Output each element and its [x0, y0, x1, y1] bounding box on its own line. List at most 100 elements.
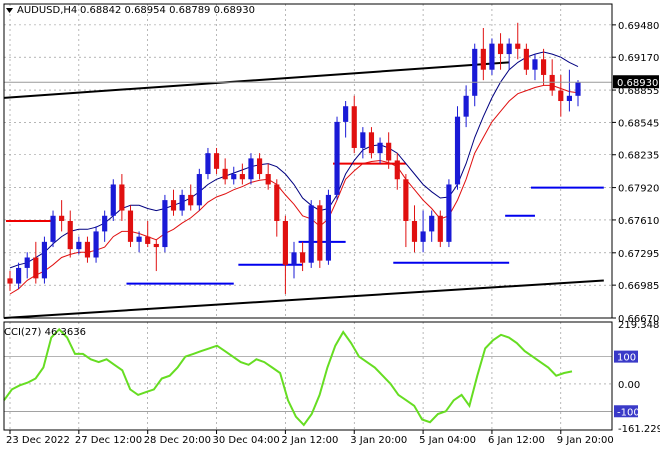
time-tick-label: 6 Jan 12:00	[488, 435, 545, 446]
candle-bull	[446, 184, 452, 242]
candle-bear	[222, 168, 228, 180]
candle-bull	[472, 48, 478, 96]
candle-bear	[282, 220, 288, 265]
candle-bear	[119, 184, 125, 211]
candle-bull	[41, 241, 48, 279]
candle-bull	[162, 200, 168, 248]
cci-axis: 219.3489 100 0.00 -100 -161.2295	[614, 320, 660, 435]
cci-tick-label: 100	[617, 353, 636, 364]
candle-bull	[532, 59, 538, 70]
candle-bear	[549, 74, 555, 91]
time-axis: 23 Dec 2022 27 Dec 12:00 28 Dec 20:00 30 De…	[6, 430, 614, 446]
cci-tick-label: -161.2295	[618, 424, 660, 435]
candle-bear	[84, 241, 91, 258]
candle-bull	[489, 43, 495, 70]
cci-series-line	[3, 327, 573, 427]
time-tick-label: 28 Dec 20:00	[144, 435, 211, 446]
candle-bull	[196, 174, 202, 206]
price-tick-label: 0.68545	[618, 118, 659, 129]
cci-tick-label: 0.00	[618, 380, 640, 391]
trend-line	[3, 279, 604, 319]
trend-lines	[3, 61, 604, 319]
candle-bull	[248, 158, 254, 180]
cci-tick-label: -100	[617, 407, 640, 418]
candle-bull	[566, 95, 572, 102]
candle-bull	[110, 184, 116, 216]
candle-bear	[558, 90, 564, 102]
candle-bear	[368, 132, 375, 154]
candle-bear	[274, 184, 280, 221]
panel-frames	[3, 3, 613, 431]
time-tick-label: 2 Jan 12:00	[281, 435, 338, 446]
cci-tick-label: 219.3489	[618, 320, 660, 331]
price-tick-label: 0.68235	[618, 151, 659, 162]
candle-bear	[437, 215, 443, 242]
price-tick-label: 0.67920	[618, 184, 659, 195]
cci-level-tag	[614, 405, 638, 418]
candle-bear	[317, 205, 323, 261]
candle-bull	[429, 215, 435, 232]
candle-bull	[360, 132, 366, 148]
candle-bear	[188, 194, 194, 206]
price-tick-label: 0.69480	[618, 21, 659, 32]
candle-bear	[59, 215, 65, 221]
price-tick-label: 0.69170	[618, 53, 659, 64]
candle-bull	[291, 252, 297, 265]
candle-bull	[102, 215, 108, 232]
trend-line	[3, 61, 510, 99]
candle-bear	[67, 220, 73, 250]
candle-bear	[351, 106, 357, 148]
ohlc-readout: 0.68842 0.68954 0.68789 0.68930	[80, 5, 255, 16]
candle-bull	[334, 121, 340, 195]
price-tick-label: 0.68855	[618, 86, 659, 97]
candle-bull	[76, 241, 82, 250]
price-tick-label: 0.66670	[618, 314, 659, 325]
candle-bear	[265, 174, 271, 185]
candle-bear	[386, 142, 392, 161]
price-panel-frame	[3, 3, 613, 319]
candle-bull	[93, 231, 99, 258]
cci-label: CCI(27) 46.3636	[4, 327, 86, 338]
candle-bear	[33, 257, 39, 279]
triangle-down-icon[interactable]	[6, 8, 13, 13]
candle-bull	[325, 194, 332, 261]
cci-level-tag	[614, 350, 638, 363]
candle-bear	[300, 252, 306, 263]
current-price-tag	[613, 75, 659, 89]
candle-bull	[308, 205, 314, 263]
candle-bear	[497, 43, 504, 55]
candle-bull	[136, 236, 142, 242]
candle-bear	[523, 48, 529, 70]
candle-bear	[515, 43, 521, 49]
candle-bull	[50, 215, 56, 242]
price-tick-label: 0.66985	[618, 281, 659, 292]
price-grid	[4, 4, 612, 319]
time-tick-label: 30 Dec 04:00	[213, 435, 280, 446]
price-tick-label: 0.67610	[618, 216, 659, 227]
candle-bear	[7, 278, 13, 284]
candle-bull	[205, 153, 211, 175]
candle-bear	[540, 59, 547, 75]
price-tick-label: 0.67295	[618, 249, 659, 260]
time-tick-label: 27 Dec 12:00	[75, 435, 142, 446]
time-tick-label: 5 Jan 04:00	[419, 435, 476, 446]
candle-bear	[411, 220, 418, 242]
candle-bear	[480, 48, 486, 70]
candle-bull	[24, 257, 30, 268]
candle-bull	[506, 43, 512, 55]
candle-bear	[403, 179, 409, 221]
candle-bear	[170, 200, 177, 211]
candle-bear	[145, 236, 151, 244]
candle-bull	[16, 267, 22, 284]
cci-panel-frame	[3, 321, 613, 431]
candles	[7, 22, 581, 295]
candle-bear	[256, 158, 263, 175]
time-tick-label: 23 Dec 2022	[6, 435, 70, 446]
candle-bull	[575, 82, 581, 96]
trailing-stop	[6, 162, 604, 285]
candle-bull	[377, 142, 383, 154]
candle-bear	[127, 210, 134, 242]
candle-bull	[463, 95, 469, 117]
symbol-timeframe: AUDUSD,H4	[17, 5, 77, 16]
candle-bear	[239, 174, 245, 180]
